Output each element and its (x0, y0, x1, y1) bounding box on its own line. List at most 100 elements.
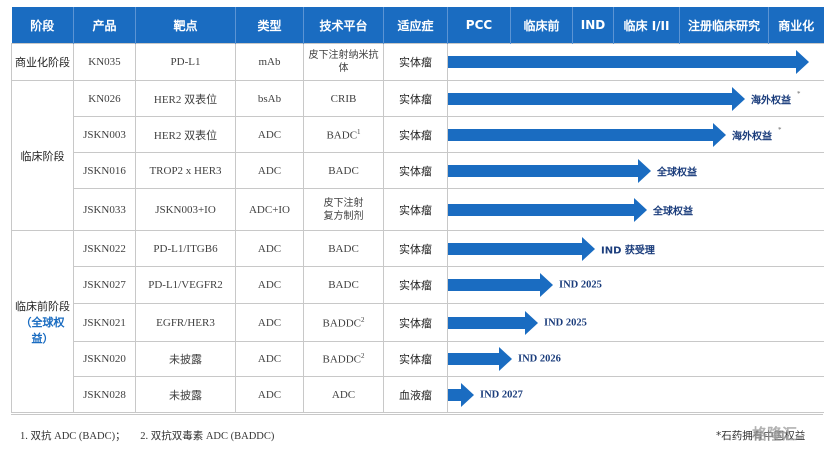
target-cell: 未披露 (135, 376, 236, 413)
platform-cell: 皮下注射纳米抗体 (303, 43, 384, 81)
progress-arrow (448, 50, 809, 74)
progress-cell: IND 2025 (447, 266, 824, 304)
table-row: JSKN021 EGFR/HER3 ADC BADDC2 实体瘤 IND 2025 (12, 303, 824, 342)
asterisk-mark: * (778, 126, 782, 134)
indication-cell: 实体瘤 (383, 266, 448, 304)
target-cell: TROP2 x HER3 (135, 152, 236, 189)
table-row: JSKN016 TROP2 x HER3 ADC BADC 实体瘤 全球权益 (12, 152, 824, 189)
product-cell: JSKN021 (73, 303, 136, 342)
header-stage: 阶段 (11, 7, 74, 44)
stage-preclinical: 临床前阶段 （全球权益） (11, 230, 74, 413)
platform-cell: BADDC2 (303, 303, 384, 342)
target-cell: PD-L1/VEGFR2 (135, 266, 236, 304)
header-phase-ind: IND (572, 7, 614, 44)
product-cell: JSKN003 (73, 116, 136, 153)
product-cell: JSKN033 (73, 188, 136, 231)
progress-arrow (448, 273, 553, 297)
type-cell: ADC (235, 341, 304, 377)
platform-name: BADC (328, 164, 359, 177)
watermark-logo: 格隆汇 (752, 425, 798, 443)
platform-name: BADDC (322, 353, 361, 366)
table-row: JSKN020 未披露 ADC BADDC2 实体瘤 IND 2026 (12, 341, 824, 377)
platform-name: CRIB (330, 92, 357, 105)
progress-arrow (448, 236, 595, 261)
progress-label: 海外权益 (732, 131, 772, 142)
table-row: 临床前阶段 （全球权益） JSKN022 PD-L1/ITGB6 ADC BADC 实体… (11, 230, 824, 413)
type-cell: bsAb (235, 80, 304, 117)
header-row: 阶段 产品 靶点 类型 技术平台 适应症 PCC 临床前 IND 临床 I/II… (11, 7, 824, 44)
footnotes: 1. 双抗 ADC (BADC)； 2. 双抗双毒素 ADC (BADDC) (20, 428, 286, 443)
indication-cell: 实体瘤 (383, 43, 448, 81)
progress-label: 全球权益 (653, 206, 693, 217)
header-phase-registration: 注册临床研究 (679, 7, 769, 44)
indication-cell: 实体瘤 (383, 152, 448, 189)
indication-cell: 实体瘤 (383, 303, 448, 342)
indication-cell: 实体瘤 (383, 80, 448, 117)
platform-line: 皮下注射 (323, 197, 364, 209)
progress-arrow (448, 347, 512, 371)
progress-arrow (448, 197, 647, 222)
platform-cell: 皮下注射 复方制剂 (303, 188, 384, 231)
progress-label: IND 2025 (544, 317, 587, 328)
progress-label: IND 2026 (518, 353, 561, 365)
product-cell: JSKN020 (73, 341, 136, 377)
table-row: JSKN027 PD-L1/VEGFR2 ADC BADC 实体瘤 IND 2025 (12, 266, 824, 304)
table-row: JSKN028 未披露 ADC ADC 血液瘤 IND 2027 (12, 376, 824, 413)
type-cell: ADC (235, 376, 304, 413)
product-cell: KN026 (73, 80, 136, 117)
platform-cell: BADC1 (303, 116, 384, 153)
progress-arrow (448, 158, 651, 183)
platform-name: 皮下注射纳米抗体 (308, 50, 379, 74)
platform-cell: CRIB (303, 80, 384, 117)
footnote-2: 2. 双抗双毒素 ADC (BADDC) (140, 431, 275, 442)
target-cell: PD-L1 (135, 43, 236, 81)
indication-cell: 实体瘤 (383, 116, 448, 153)
progress-label: 海外权益 (751, 95, 791, 106)
progress-cell: 海外权益 * (447, 116, 824, 153)
header-target: 靶点 (135, 7, 236, 44)
header-phase-pcc: PCC (447, 7, 511, 44)
progress-cell (447, 43, 824, 81)
platform-cell: BADC (303, 230, 384, 267)
header-phase-clinical-1-2: 临床 I/II (613, 7, 680, 44)
platform-name: BADC (328, 279, 359, 291)
type-cell: ADC (235, 266, 304, 304)
progress-cell: 全球权益 (447, 188, 824, 231)
footnote-1: 1. 双抗 ADC (BADC)； (20, 431, 126, 442)
product-cell: JSKN028 (73, 376, 136, 413)
header-platform: 技术平台 (303, 7, 384, 44)
product-cell: KN035 (73, 43, 136, 81)
platform-footnote-ref: 2 (361, 352, 365, 361)
platform-line: 复方制剂 (323, 210, 364, 222)
platform-footnote-ref: 2 (361, 315, 365, 324)
table-row: JSKN003 HER2 双表位 ADC BADC1 实体瘤 海外权益 * (12, 116, 824, 153)
type-cell: ADC (235, 116, 304, 153)
progress-arrow (448, 310, 538, 335)
table-row: 临床阶段 KN026 HER2 双表位 bsAb CRIB 实体瘤 海外权益 * (11, 80, 824, 231)
platform-footnote-ref: 1 (357, 127, 361, 136)
platform-cell: BADDC2 (303, 341, 384, 377)
platform-name: BADC (328, 242, 359, 255)
header-type: 类型 (235, 7, 304, 44)
product-cell: JSKN022 (73, 230, 136, 267)
progress-arrow (448, 122, 726, 147)
product-cell: JSKN016 (73, 152, 136, 189)
stage-preclinical-rights: （全球权益） (20, 315, 65, 345)
progress-cell: 海外权益 * (447, 80, 824, 117)
progress-cell: IND 获受理 (447, 230, 824, 267)
target-cell: JSKN003+IO (135, 188, 236, 231)
china-rights-note: *石药拥有中国权益 (716, 430, 806, 442)
type-cell: ADC+IO (235, 188, 304, 231)
platform-name: BADC (326, 129, 358, 142)
table-row: JSKN033 JSKN003+IO ADC+IO 皮下注射 复方制剂 实体瘤 全球权益 (12, 188, 824, 231)
stage-preclinical-label: 临床前阶段 (15, 299, 70, 313)
header-phase-commercial: 商业化 (768, 7, 824, 44)
pipeline-table: 阶段 产品 靶点 类型 技术平台 适应症 PCC 临床前 IND 临床 I/II… (11, 7, 824, 413)
type-cell: ADC (235, 230, 304, 267)
type-cell: ADC (235, 303, 304, 342)
header-product: 产品 (73, 7, 136, 44)
target-cell: 未披露 (135, 341, 236, 377)
progress-cell: IND 2027 (447, 376, 824, 413)
progress-cell: IND 2025 (447, 303, 824, 342)
table-row: 商业化阶段 KN035 PD-L1 mAb 皮下注射纳米抗体 实体瘤 (11, 43, 824, 81)
